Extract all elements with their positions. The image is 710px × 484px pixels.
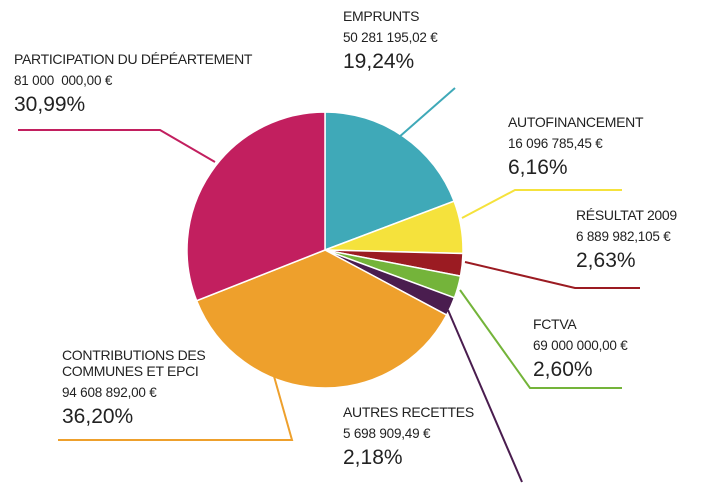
slice-label: FCTVA 69 000 000,00 € 2,60% — [533, 316, 628, 382]
leader-line — [461, 189, 622, 219]
slice-label: PARTICIPATION DU DÉPÉARTEMENT 81 000 000,… — [14, 51, 252, 117]
amount: 6 889 982,105 € — [576, 229, 671, 245]
pie-slice — [186, 111, 326, 302]
leader-line — [447, 309, 523, 483]
category-name: RÉSULTAT 2009 — [576, 207, 677, 223]
value-label: 2,63% — [576, 248, 636, 272]
value-label: 6,16% — [508, 155, 568, 179]
leader-line — [58, 354, 294, 441]
value-label: 19,24% — [343, 49, 415, 73]
amount: 5 698 909,49 € — [343, 426, 431, 442]
category-name: EMPRUNTS — [343, 8, 420, 24]
category-name: AUTOFINANCEMENT — [508, 114, 644, 130]
slice-label: AUTRES RECETTES 5 698 909,49 € 2,18% — [343, 404, 474, 470]
category-name: CONTRIBUTIONS DES COMMUNES ET EPCI — [62, 347, 206, 380]
value-label: 2,60% — [533, 357, 593, 381]
value-label: 30,99% — [14, 92, 86, 116]
pie-slice — [324, 111, 456, 252]
leader-line — [397, 87, 456, 139]
slice-label: EMPRUNTS 50 281 195,02 € 19,24% — [343, 8, 438, 74]
category-name: FCTVA — [533, 316, 577, 332]
leader-line — [464, 261, 640, 289]
slice-label: AUTOFINANCEMENT 16 096 785,45 € 6,16% — [508, 114, 644, 180]
amount: 94 608 892,00 € — [62, 385, 157, 401]
value-label: 36,20% — [62, 404, 134, 428]
amount: 69 000 000,00 € — [533, 338, 628, 354]
slice-label: CONTRIBUTIONS DES COMMUNES ET EPCI 94 608… — [62, 347, 206, 429]
leader-line — [18, 129, 216, 163]
amount: 81 000 000,00 € — [14, 73, 113, 89]
category-name: AUTRES RECETTES — [343, 404, 474, 420]
pie-slice — [195, 249, 448, 389]
value-label: 2,18% — [343, 445, 403, 469]
category-name: PARTICIPATION DU DÉPÉARTEMENT — [14, 51, 253, 67]
slice-label: RÉSULTAT 2009 6 889 982,105 € 2,63% — [576, 207, 677, 273]
leader-line — [459, 289, 622, 389]
amount: 16 096 785,45 € — [508, 136, 603, 152]
amount: 50 281 195,02 € — [343, 30, 438, 46]
